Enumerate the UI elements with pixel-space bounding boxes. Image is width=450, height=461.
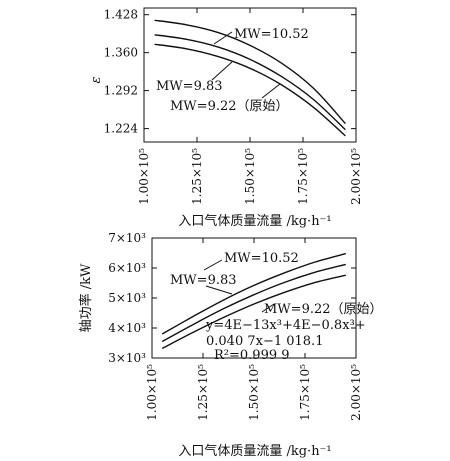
x-tick-label: 1.75×10⁵ xyxy=(296,148,310,205)
y-tick-label: 1.292 xyxy=(104,84,138,98)
series-line-0 xyxy=(154,19,346,125)
y-axis-label: ε xyxy=(89,76,104,83)
x-axis: 1.00×10⁵ 1.25×10⁵ 1.50×10⁵ 1.75×10⁵ 2.00×10⁵ xyxy=(137,8,363,205)
annotation-fit-equation-cont: 0.040 7x−1 018.1 xyxy=(206,334,323,349)
x-tick-label: 2.00×10⁵ xyxy=(349,148,363,205)
y-tick-label: 1.428 xyxy=(104,8,138,22)
annotation-mw-10-52: MW=10.52 xyxy=(234,27,309,42)
series-line-0 xyxy=(161,252,346,335)
epsilon-chart: 1.224 1.292 1.360 1.428 1.00×10⁵ 1.25×10⁵ 1.5… xyxy=(89,7,363,229)
shaft-power-chart: 3×10³ 4×10³ 5×10³ 6×10³ 7×10³ 1.00×10⁵ 1.25×1… xyxy=(78,231,383,459)
annotation-leader xyxy=(261,83,281,99)
x-tick-label: 1.50×10⁵ xyxy=(247,364,261,421)
annotation-r-squared: R²=0.999 9 xyxy=(214,348,290,363)
series-line-1 xyxy=(161,263,346,343)
x-axis: 1.00×10⁵ 1.25×10⁵ 1.50×10⁵ 1.75×10⁵ 2.00×10⁵ xyxy=(145,238,363,421)
annotation-mw-9-22: MW=9.22（原始） xyxy=(264,302,383,317)
x-tick-label: 2.00×10⁵ xyxy=(349,364,363,421)
y-tick-label: 1.360 xyxy=(104,46,138,60)
y-axis: 1.224 1.292 1.360 1.428 xyxy=(104,8,356,136)
annotation-mw-9-83: MW=9.83 xyxy=(170,273,237,288)
y-tick-label: 1.224 xyxy=(104,122,139,136)
y-tick-label: 5×10³ xyxy=(108,291,146,305)
series-group xyxy=(161,252,346,350)
annotation-leader xyxy=(205,285,233,295)
annotation-leader xyxy=(213,31,233,45)
series-group xyxy=(154,19,346,137)
series-line-2 xyxy=(161,274,346,350)
annotation-fit-equation: y=4E−13x³+4E−0.8x³+ xyxy=(205,318,366,333)
annotation-leader xyxy=(211,61,233,81)
y-axis-label: 轴功率 /kW xyxy=(78,263,94,332)
y-axis: 3×10³ 4×10³ 5×10³ 6×10³ 7×10³ xyxy=(108,231,356,365)
annotation-leader xyxy=(203,259,223,271)
y-tick-label: 3×10³ xyxy=(108,351,146,365)
annotation-mw-9-22: MW=9.22（原始） xyxy=(170,99,289,114)
y-tick-label: 4×10³ xyxy=(108,321,146,335)
annotation-mw-9-83: MW=9.83 xyxy=(156,79,223,94)
y-tick-label: 6×10³ xyxy=(108,261,146,275)
x-axis-label: 入口气体质量流量 /kg·h⁻¹ xyxy=(178,443,331,459)
annotation-mw-10-52: MW=10.52 xyxy=(224,251,299,266)
series-line-1 xyxy=(154,34,346,131)
x-tick-label: 1.50×10⁵ xyxy=(243,148,257,205)
x-tick-label: 1.25×10⁵ xyxy=(196,364,210,421)
x-tick-label: 1.00×10⁵ xyxy=(137,148,151,205)
x-tick-label: 1.25×10⁵ xyxy=(190,148,204,205)
annotation-leader xyxy=(261,303,275,313)
y-tick-label: 7×10³ xyxy=(108,231,146,245)
series-line-2 xyxy=(154,43,346,137)
x-axis-label: 入口气体质量流量 /kg·h⁻¹ xyxy=(178,213,331,229)
x-tick-label: 1.00×10⁵ xyxy=(145,364,159,421)
x-tick-label: 1.75×10⁵ xyxy=(298,364,312,421)
